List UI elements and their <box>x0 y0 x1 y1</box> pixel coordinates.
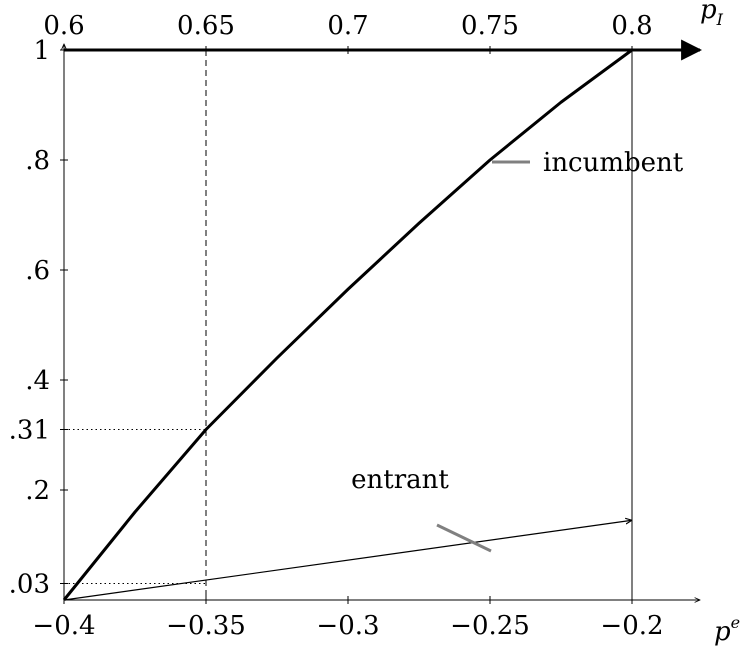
y-tick-label: .2 <box>25 476 50 506</box>
x-bottom-tick-label: −0.2 <box>600 611 663 641</box>
y-tick-label: .31 <box>9 416 50 446</box>
series-line-entrant <box>63 520 632 601</box>
y-tick-label: .03 <box>9 570 50 600</box>
x-top-tick-label: 0.65 <box>177 11 235 41</box>
x-bottom-tick-label: −0.35 <box>166 611 246 641</box>
x-bottom-tick-label: −0.4 <box>32 611 95 641</box>
y-tick-label: 1 <box>33 36 50 66</box>
x-top-axis-label: pI <box>700 0 724 29</box>
x-bottom-axis-label: pe <box>714 613 740 647</box>
x-top-tick-label: 0.7 <box>327 11 368 41</box>
incumbent-label: incumbent <box>543 148 684 178</box>
x-bottom-axis-label-superscript: e <box>731 613 740 632</box>
entrant-label: entrant <box>351 465 449 495</box>
y-tick-label: .8 <box>25 146 50 176</box>
y-tick-label: .6 <box>25 256 50 286</box>
series-line-incumbent <box>62 48 633 601</box>
entrant-pointer-line <box>436 523 492 553</box>
x-bottom-tick-label: −0.25 <box>450 611 530 641</box>
y-tick-label: .4 <box>25 366 50 396</box>
x-top-axis-label-subscript: I <box>716 10 724 29</box>
x-top-tick-label: 0.8 <box>611 11 652 41</box>
x-top-tick-label: 0.75 <box>461 11 519 41</box>
x-bottom-tick-label: −0.3 <box>316 611 379 641</box>
x-top-tick-label: 0.6 <box>43 11 84 41</box>
